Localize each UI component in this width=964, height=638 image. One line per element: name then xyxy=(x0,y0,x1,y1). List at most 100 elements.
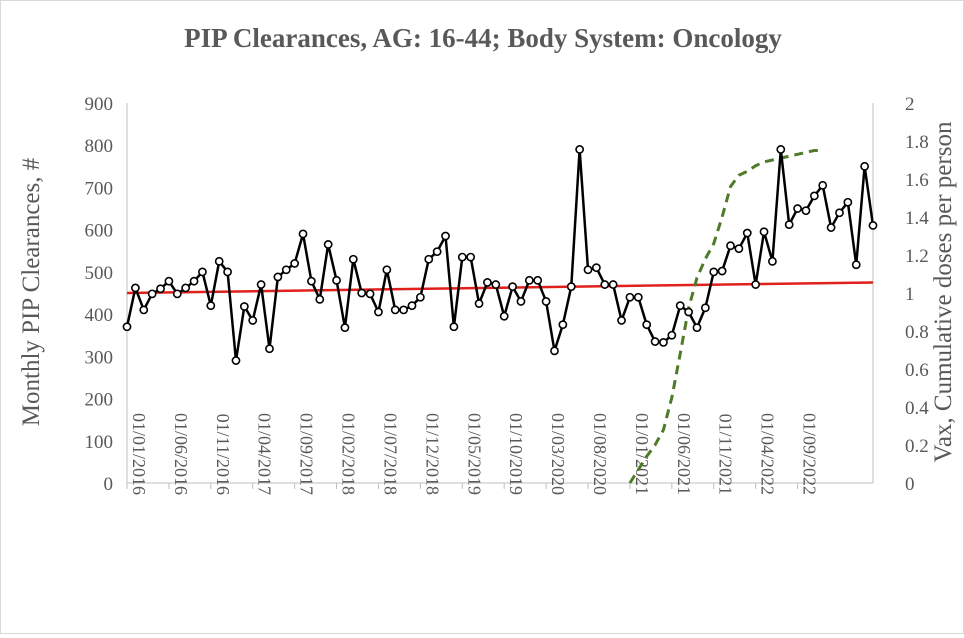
x-tick-label: 01/12/2018 xyxy=(422,413,442,495)
pip-clearances-point xyxy=(776,145,786,154)
pip-clearances-point xyxy=(659,337,668,347)
pip-clearances-point xyxy=(382,265,392,275)
pip-clearances-point xyxy=(357,288,367,298)
y2-tick-label: 2 xyxy=(905,94,915,115)
x-tick-label: 01/05/2019 xyxy=(464,413,484,495)
y2-tick-label: 1.2 xyxy=(905,246,929,267)
y2-tick-label: 0.8 xyxy=(905,322,929,343)
pip-clearances-point xyxy=(198,267,207,277)
pip-clearances-point xyxy=(558,320,568,330)
x-tick-label: 01/11/2021 xyxy=(716,414,736,495)
pip-clearances-point xyxy=(860,161,870,171)
x-tick-label: 01/11/2016 xyxy=(213,414,233,495)
y-tick-label: 200 xyxy=(85,390,114,411)
pip-clearances-point xyxy=(516,297,526,306)
y2-tick-label: 1.8 xyxy=(905,132,929,153)
axes: 0 100 200 300 400 500 600 700 800 900 0 0.2 0.4 0.6 0.… xyxy=(85,94,930,495)
pip-clearances-point xyxy=(239,302,249,311)
pip-clearances-point xyxy=(273,272,283,282)
pip-clearances-point xyxy=(818,180,828,190)
pip-clearances-point xyxy=(474,299,484,308)
pip-clearances-point xyxy=(340,323,350,333)
pip-clearances-point xyxy=(323,240,333,249)
pip-clearances-point xyxy=(189,276,199,286)
pip-clearances-point xyxy=(181,283,191,293)
pip-clearances-point xyxy=(784,220,794,229)
pip-clearances-point xyxy=(332,275,341,285)
pip-clearances-point xyxy=(868,221,878,230)
pip-clearances-point xyxy=(432,247,442,257)
pip-clearances-point xyxy=(734,244,744,254)
x-tick-label: 01/06/2016 xyxy=(171,413,191,495)
pip-clearances-point xyxy=(851,260,861,270)
pip-clearances-point xyxy=(122,322,132,332)
pip-clearances-line xyxy=(125,149,875,361)
pip-clearances-point xyxy=(164,276,174,286)
pip-clearances-point xyxy=(223,267,232,277)
y-tick-label: 0 xyxy=(104,474,114,495)
pip-clearances-point xyxy=(499,311,509,321)
x-tick-label: 01/02/2018 xyxy=(339,413,359,495)
y2-tick-label: 0.4 xyxy=(905,398,929,419)
pip-clearances-point xyxy=(172,289,182,299)
y-tick-label: 900 xyxy=(85,94,114,115)
pip-clearances-point xyxy=(692,323,702,333)
pip-clearances-point xyxy=(550,346,559,356)
pip-clearances-point xyxy=(793,204,802,213)
pip-clearances-point xyxy=(650,337,660,346)
pip-clearances-point xyxy=(675,301,685,311)
pip-clearances-point xyxy=(575,145,585,154)
pip-clearances-point xyxy=(700,303,710,313)
pip-clearances-point xyxy=(214,256,224,266)
y-tick-label: 800 xyxy=(85,136,114,157)
y-tick-label: 300 xyxy=(85,347,114,368)
pip-clearances-point xyxy=(457,252,467,262)
pip-clearances-point xyxy=(709,267,719,277)
series-group xyxy=(122,145,878,484)
pip-clearances-point xyxy=(566,282,576,292)
pip-clearances-point xyxy=(147,289,157,299)
pip-clearances-point xyxy=(742,228,752,238)
pip-clearances-point xyxy=(441,231,450,241)
pip-clearances-point xyxy=(843,197,853,207)
pip-clearances-point xyxy=(483,278,492,287)
pip-clearances-point xyxy=(449,322,459,332)
pip-clearances-point xyxy=(415,292,425,302)
pip-clearances-point xyxy=(759,227,769,237)
pip-clearances-point xyxy=(524,275,534,285)
pip-clearances-point xyxy=(156,284,165,294)
pip-clearances-point xyxy=(508,282,517,292)
y2-tick-label: 0 xyxy=(905,474,915,495)
y-tick-label: 100 xyxy=(85,432,114,453)
pip-clearances-point xyxy=(541,297,551,306)
pip-clearances-point xyxy=(608,280,618,289)
pip-clearances-point xyxy=(583,265,593,275)
pip-clearances-point xyxy=(600,280,610,289)
pip-clearances-point xyxy=(625,292,635,302)
pip-clearances-point xyxy=(466,252,476,262)
x-tick-label: 01/04/2017 xyxy=(255,413,275,495)
pip-clearances-point xyxy=(281,265,291,275)
y2-axis-title: Vax, Cumulative doses per person xyxy=(930,121,957,462)
x-tick-label: 01/07/2018 xyxy=(380,413,400,495)
y2-tick-label: 0.2 xyxy=(905,436,929,457)
y-tick-label: 600 xyxy=(85,221,114,242)
pip-clearances-point xyxy=(390,305,400,315)
x-tick-label: 01/01/2016 xyxy=(129,413,149,495)
pip-clearances-point xyxy=(315,294,325,304)
pip-clearances-point xyxy=(256,280,266,289)
pip-clearances-point xyxy=(265,344,274,354)
pip-clearances-point xyxy=(667,330,677,340)
y-tick-label: 700 xyxy=(85,178,114,199)
pip-clearances-point xyxy=(231,356,241,365)
x-tick-label: 01/04/2022 xyxy=(758,413,778,495)
trend-line xyxy=(126,281,874,295)
pip-clearances-point xyxy=(835,208,844,218)
pip-clearances-point xyxy=(424,254,434,264)
y-tick-label: 400 xyxy=(85,305,114,326)
pip-clearances-point xyxy=(407,301,417,311)
pip-clearances-point xyxy=(809,191,819,201)
pip-clearances-point xyxy=(591,263,601,273)
pip-clearances-point xyxy=(206,301,216,311)
pip-clearances-point xyxy=(717,266,727,276)
